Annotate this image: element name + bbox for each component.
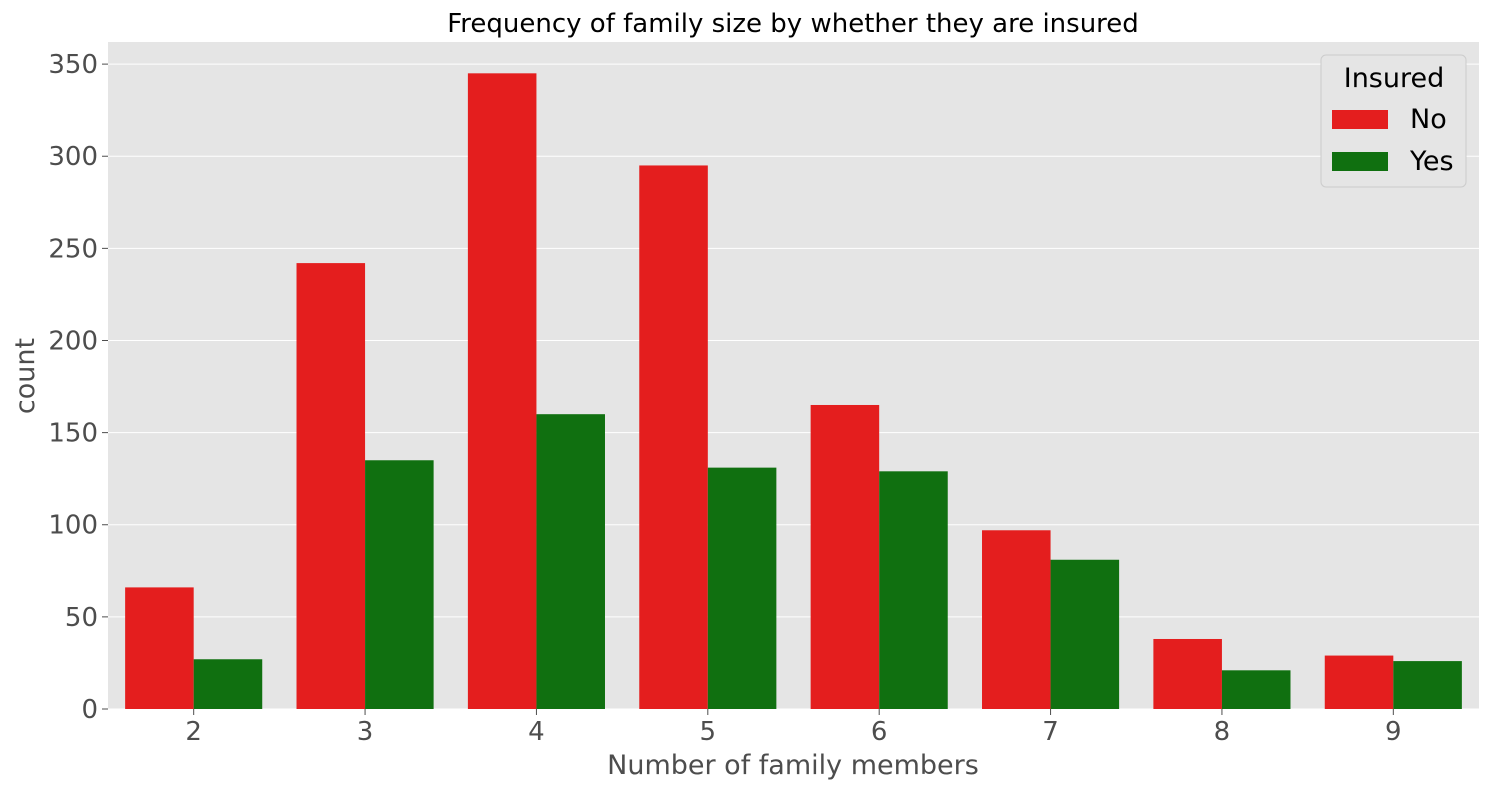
bar-yes-2 <box>193 659 263 709</box>
legend-title: Insured <box>1344 63 1445 94</box>
bar-no-3 <box>296 263 366 709</box>
y-tick-label: 250 <box>48 234 98 264</box>
y-tick-label: 150 <box>48 419 98 449</box>
bar-yes-3 <box>365 460 434 709</box>
legend: Insured No Yes <box>1320 54 1467 188</box>
chart-title: Frequency of family size by whether they… <box>447 9 1139 39</box>
x-tick-label: 7 <box>1042 717 1059 747</box>
legend-label-yes: Yes <box>1409 146 1454 177</box>
x-axis-ticks: 2 3 4 5 6 7 8 9 <box>185 709 1402 747</box>
y-tick-label: 50 <box>65 603 98 633</box>
bar-no-6 <box>810 404 880 709</box>
y-tick-label: 350 <box>48 50 98 80</box>
bar-yes-4 <box>536 414 605 709</box>
bar-yes-5 <box>707 467 777 709</box>
y-tick-label: 300 <box>48 142 98 172</box>
x-tick-label: 5 <box>700 717 717 747</box>
bar-no-5 <box>639 165 708 710</box>
legend-label-no: No <box>1410 104 1447 135</box>
x-tick-label: 3 <box>357 717 374 747</box>
y-axis-label: count <box>10 338 41 414</box>
bar-yes-8 <box>1221 670 1291 709</box>
bar-no-2 <box>125 587 194 709</box>
bar-yes-9 <box>1393 661 1462 709</box>
y-tick-label: 200 <box>48 326 98 356</box>
bar-yes-6 <box>879 471 948 709</box>
x-tick-label: 2 <box>185 717 202 747</box>
y-tick-label: 100 <box>48 511 98 541</box>
bar-no-8 <box>1153 638 1222 709</box>
x-axis-label: Number of family members <box>607 750 979 781</box>
x-tick-label: 6 <box>871 717 888 747</box>
bar-no-9 <box>1324 655 1394 709</box>
legend-swatch-yes <box>1332 152 1388 171</box>
bar-no-7 <box>982 530 1051 709</box>
bar-no-4 <box>467 73 537 710</box>
legend-swatch-no <box>1332 110 1388 129</box>
x-tick-label: 4 <box>528 717 545 747</box>
x-tick-label: 8 <box>1214 717 1231 747</box>
bars <box>125 73 1462 710</box>
x-tick-label: 9 <box>1385 717 1402 747</box>
y-tick-label: 0 <box>81 695 98 725</box>
y-axis-ticks: 0 50 100 150 200 250 300 350 <box>48 50 108 725</box>
bar-yes-7 <box>1050 559 1120 709</box>
